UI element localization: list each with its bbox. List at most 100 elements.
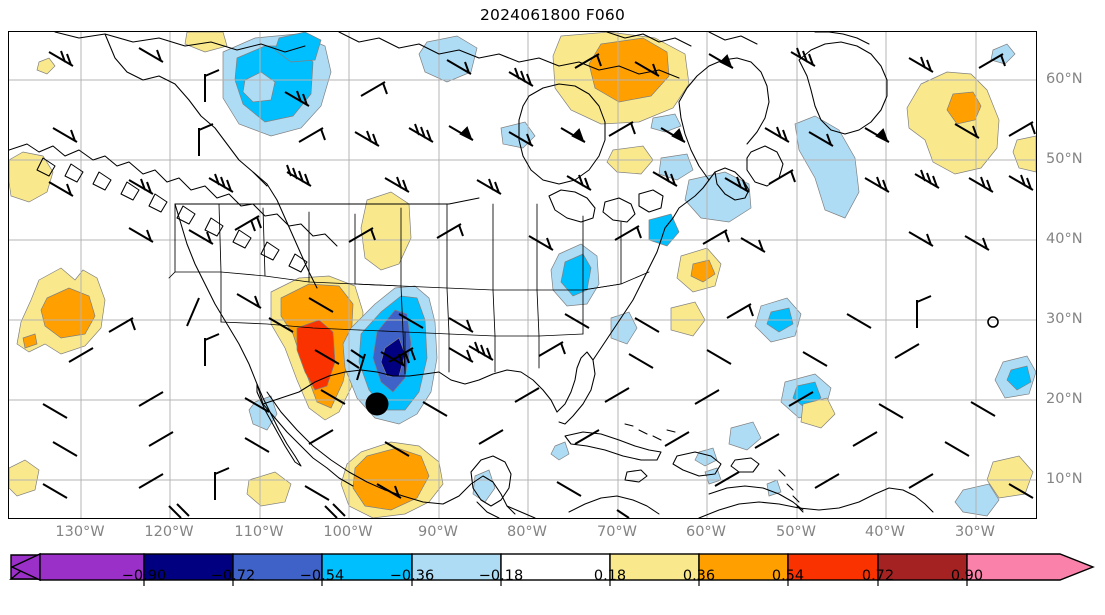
coast-labrador	[678, 57, 770, 145]
wind-barb	[608, 121, 636, 137]
shade-epac-yellow-south	[9, 459, 40, 497]
cb-band-purple[interactable]	[39, 553, 145, 581]
shade-hudson-lightblue	[418, 35, 478, 83]
wind-barb	[198, 123, 214, 156]
cb-band-light-yellow[interactable]	[609, 553, 700, 581]
wind-barb	[764, 126, 790, 143]
coastline-layer	[9, 32, 934, 518]
wind-barb	[448, 125, 474, 142]
wind-barb	[346, 349, 366, 381]
coast-mexico-south	[402, 475, 516, 515]
shade-epac-yellow-south2	[246, 471, 292, 507]
coast-bahamas	[624, 423, 676, 441]
cb-tick-m090: −0.90	[121, 568, 167, 584]
colorbar-swatches[interactable]	[0, 548, 1105, 588]
wind-barb	[324, 503, 346, 518]
wind-barb	[244, 397, 270, 413]
wind-barb	[702, 229, 730, 245]
wind-barb	[628, 353, 654, 369]
coast-alaska-north	[54, 32, 306, 53]
wind-barb	[360, 81, 388, 97]
anomaly-colorbar[interactable]: −0.90 −0.72 −0.54 −0.36 −0.18 0.18 0.36 …	[0, 548, 1105, 615]
shade-camerica-orange-core	[352, 447, 430, 511]
wind-barb	[914, 169, 940, 189]
cb-band-red-orange[interactable]	[787, 553, 879, 581]
cb-tick-m018: −0.18	[478, 568, 524, 584]
wind-barb	[508, 67, 534, 87]
wind-barb	[284, 90, 310, 107]
lat-label-30n: 30°N	[1046, 311, 1083, 327]
coast-greatlakes	[548, 189, 664, 223]
coast-mexico-west	[266, 391, 404, 497]
wind-barb	[664, 431, 690, 447]
wind-barb	[1008, 483, 1034, 499]
wind-barb	[878, 403, 904, 419]
wind-barb	[846, 313, 872, 329]
wind-barb	[714, 471, 740, 487]
wind-barb	[574, 53, 602, 69]
coast-gulf-california	[262, 403, 354, 487]
lon-label-90w: 90°W	[417, 524, 459, 540]
wind-barb	[814, 473, 840, 489]
coast-eastern-usa	[592, 227, 666, 361]
shade-rockies-yellow	[360, 191, 412, 271]
map-canvas[interactable]	[9, 32, 1036, 518]
cb-band-light-blue[interactable]	[411, 553, 502, 581]
lon-label-110w: 110°W	[234, 524, 284, 540]
wind-barb	[564, 313, 590, 329]
shade-atl-lightblue-sm6	[694, 447, 718, 467]
map-panel[interactable]	[8, 31, 1037, 519]
wind-barb	[852, 431, 878, 447]
cb-tick-p090: 0.90	[950, 568, 984, 584]
wind-barb	[398, 313, 424, 329]
wind-barb	[448, 317, 474, 333]
wind-barb	[708, 53, 734, 70]
cb-tick-p054: 0.54	[771, 568, 805, 584]
wind-barb	[204, 333, 220, 366]
wind-barb	[48, 181, 74, 197]
coast-pacific-usa	[174, 203, 264, 405]
lon-label-120w: 120°W	[144, 524, 194, 540]
wind-barb	[802, 351, 828, 367]
wind-barb	[128, 227, 154, 243]
wind-barb	[768, 169, 796, 185]
wind-barb	[268, 317, 294, 333]
wind-barb	[128, 178, 154, 195]
wind-barb	[694, 389, 720, 405]
cb-band-white-neutral[interactable]	[500, 553, 611, 581]
wind-barb	[908, 56, 934, 73]
wind-barb	[320, 389, 346, 405]
wind-barb	[446, 59, 472, 75]
coast-florida	[556, 351, 596, 425]
shade-epac-orange-nub	[22, 333, 38, 349]
lat-label-50n: 50°N	[1046, 151, 1083, 167]
shade-east-edge-yellow	[1012, 135, 1036, 173]
shade-atl-orange-sm1	[690, 259, 716, 283]
coast-gulf-usa	[438, 369, 558, 413]
border-usa-mexico	[262, 369, 440, 405]
shade-natlantic-orange-core	[946, 91, 982, 125]
station-marker[interactable]	[365, 392, 389, 416]
coast-greenland-outline	[814, 32, 870, 45]
wind-barb	[970, 401, 996, 417]
wind-barb	[168, 503, 190, 518]
wind-barb	[788, 391, 814, 407]
wind-barb	[508, 131, 534, 147]
coast-hudsonbay	[518, 83, 606, 185]
cb-band-navy[interactable]	[143, 553, 234, 581]
shade-natlantic-yellow-outer	[906, 71, 1000, 175]
wind-barb	[476, 178, 502, 195]
wind-barb	[614, 225, 642, 241]
shade-mexico-red-core	[296, 319, 336, 391]
cb-band-orange[interactable]	[698, 553, 789, 581]
wind-barb	[790, 47, 816, 67]
shade-yucatan-lightblue	[472, 469, 496, 503]
coast-lesser-antilles	[778, 469, 804, 513]
wind-barb	[1008, 174, 1034, 191]
wind-barb	[574, 429, 600, 445]
wind-barb	[556, 481, 582, 497]
wind-barb	[634, 317, 660, 333]
cb-band-extend-high-pink[interactable]	[966, 553, 1095, 581]
wind-barb	[42, 403, 68, 419]
shade-atl-lightblue-sm5	[728, 421, 762, 451]
